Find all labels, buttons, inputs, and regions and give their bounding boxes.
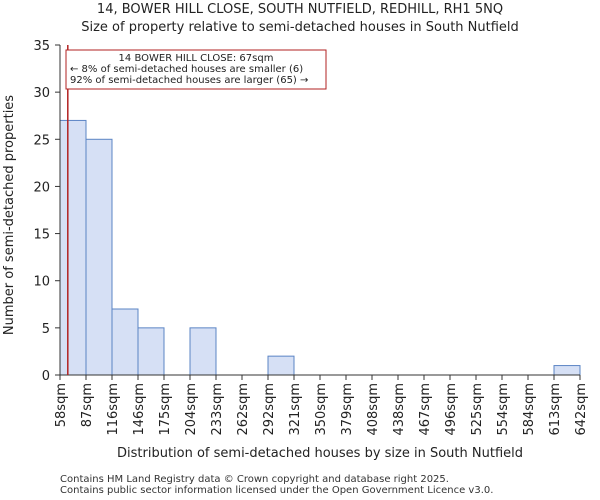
x-tick-label: 321sqm <box>288 383 303 436</box>
bar-58sqm <box>59 119 87 376</box>
bar-292sqm <box>267 355 295 376</box>
footer-licence: Contains public sector information licen… <box>60 485 494 496</box>
x-tick-label: 58sqm <box>54 383 69 427</box>
x-tick-label: 613sqm <box>548 383 563 436</box>
y-tick-label: 0 <box>42 369 50 384</box>
y-axis-label: Number of semi-detached properties <box>2 95 17 335</box>
y-tick-label: 30 <box>33 86 50 101</box>
x-tick-label: 379sqm <box>340 383 355 436</box>
annotation-line2: ← 8% of semi-detached houses are smaller… <box>70 64 303 75</box>
annotation-box <box>65 49 327 90</box>
x-axis-label: Distribution of semi-detached houses by … <box>117 446 523 461</box>
x-tick-label: 467sqm <box>418 383 433 436</box>
x-tick-label: 146sqm <box>132 383 147 436</box>
bar-87sqm <box>85 138 113 376</box>
bar-146sqm <box>137 327 165 376</box>
x-tick-label: 204sqm <box>184 383 199 436</box>
x-tick-label: 642sqm <box>574 383 589 436</box>
x-tick-label: 116sqm <box>106 383 121 436</box>
x-tick-label: 438sqm <box>392 383 407 436</box>
annotation-line1: 14 BOWER HILL CLOSE: 67sqm <box>119 53 274 64</box>
y-tick-label: 25 <box>33 133 50 148</box>
y-tick-label: 15 <box>33 228 50 243</box>
x-tick-label: 408sqm <box>366 383 381 436</box>
x-tick-label: 292sqm <box>262 383 277 436</box>
x-tick-label: 262sqm <box>236 383 251 436</box>
y-tick-label: 20 <box>33 180 50 195</box>
x-tick-label: 525sqm <box>470 383 485 436</box>
x-tick-label: 496sqm <box>444 383 459 436</box>
annotation-line3: 92% of semi-detached houses are larger (… <box>70 75 308 86</box>
x-tick-label: 584sqm <box>522 383 537 436</box>
x-tick-label: 233sqm <box>210 383 225 436</box>
y-tick-label: 35 <box>33 39 50 54</box>
chart-title-line1: 14, BOWER HILL CLOSE, SOUTH NUTFIELD, RE… <box>96 2 504 17</box>
y-tick-label: 5 <box>42 322 50 337</box>
bar-204sqm <box>189 327 217 376</box>
x-tick-label: 554sqm <box>496 383 511 436</box>
x-tick-label: 87sqm <box>80 383 95 427</box>
y-tick-label: 10 <box>33 275 50 290</box>
x-tick-label: 175sqm <box>158 383 173 436</box>
bar-116sqm <box>111 308 139 376</box>
x-tick-label: 350sqm <box>314 383 329 436</box>
footer-copyright: Contains HM Land Registry data © Crown c… <box>60 474 449 485</box>
bar-613sqm <box>553 365 581 376</box>
chart-title-line2: Size of property relative to semi-detach… <box>81 20 519 35</box>
